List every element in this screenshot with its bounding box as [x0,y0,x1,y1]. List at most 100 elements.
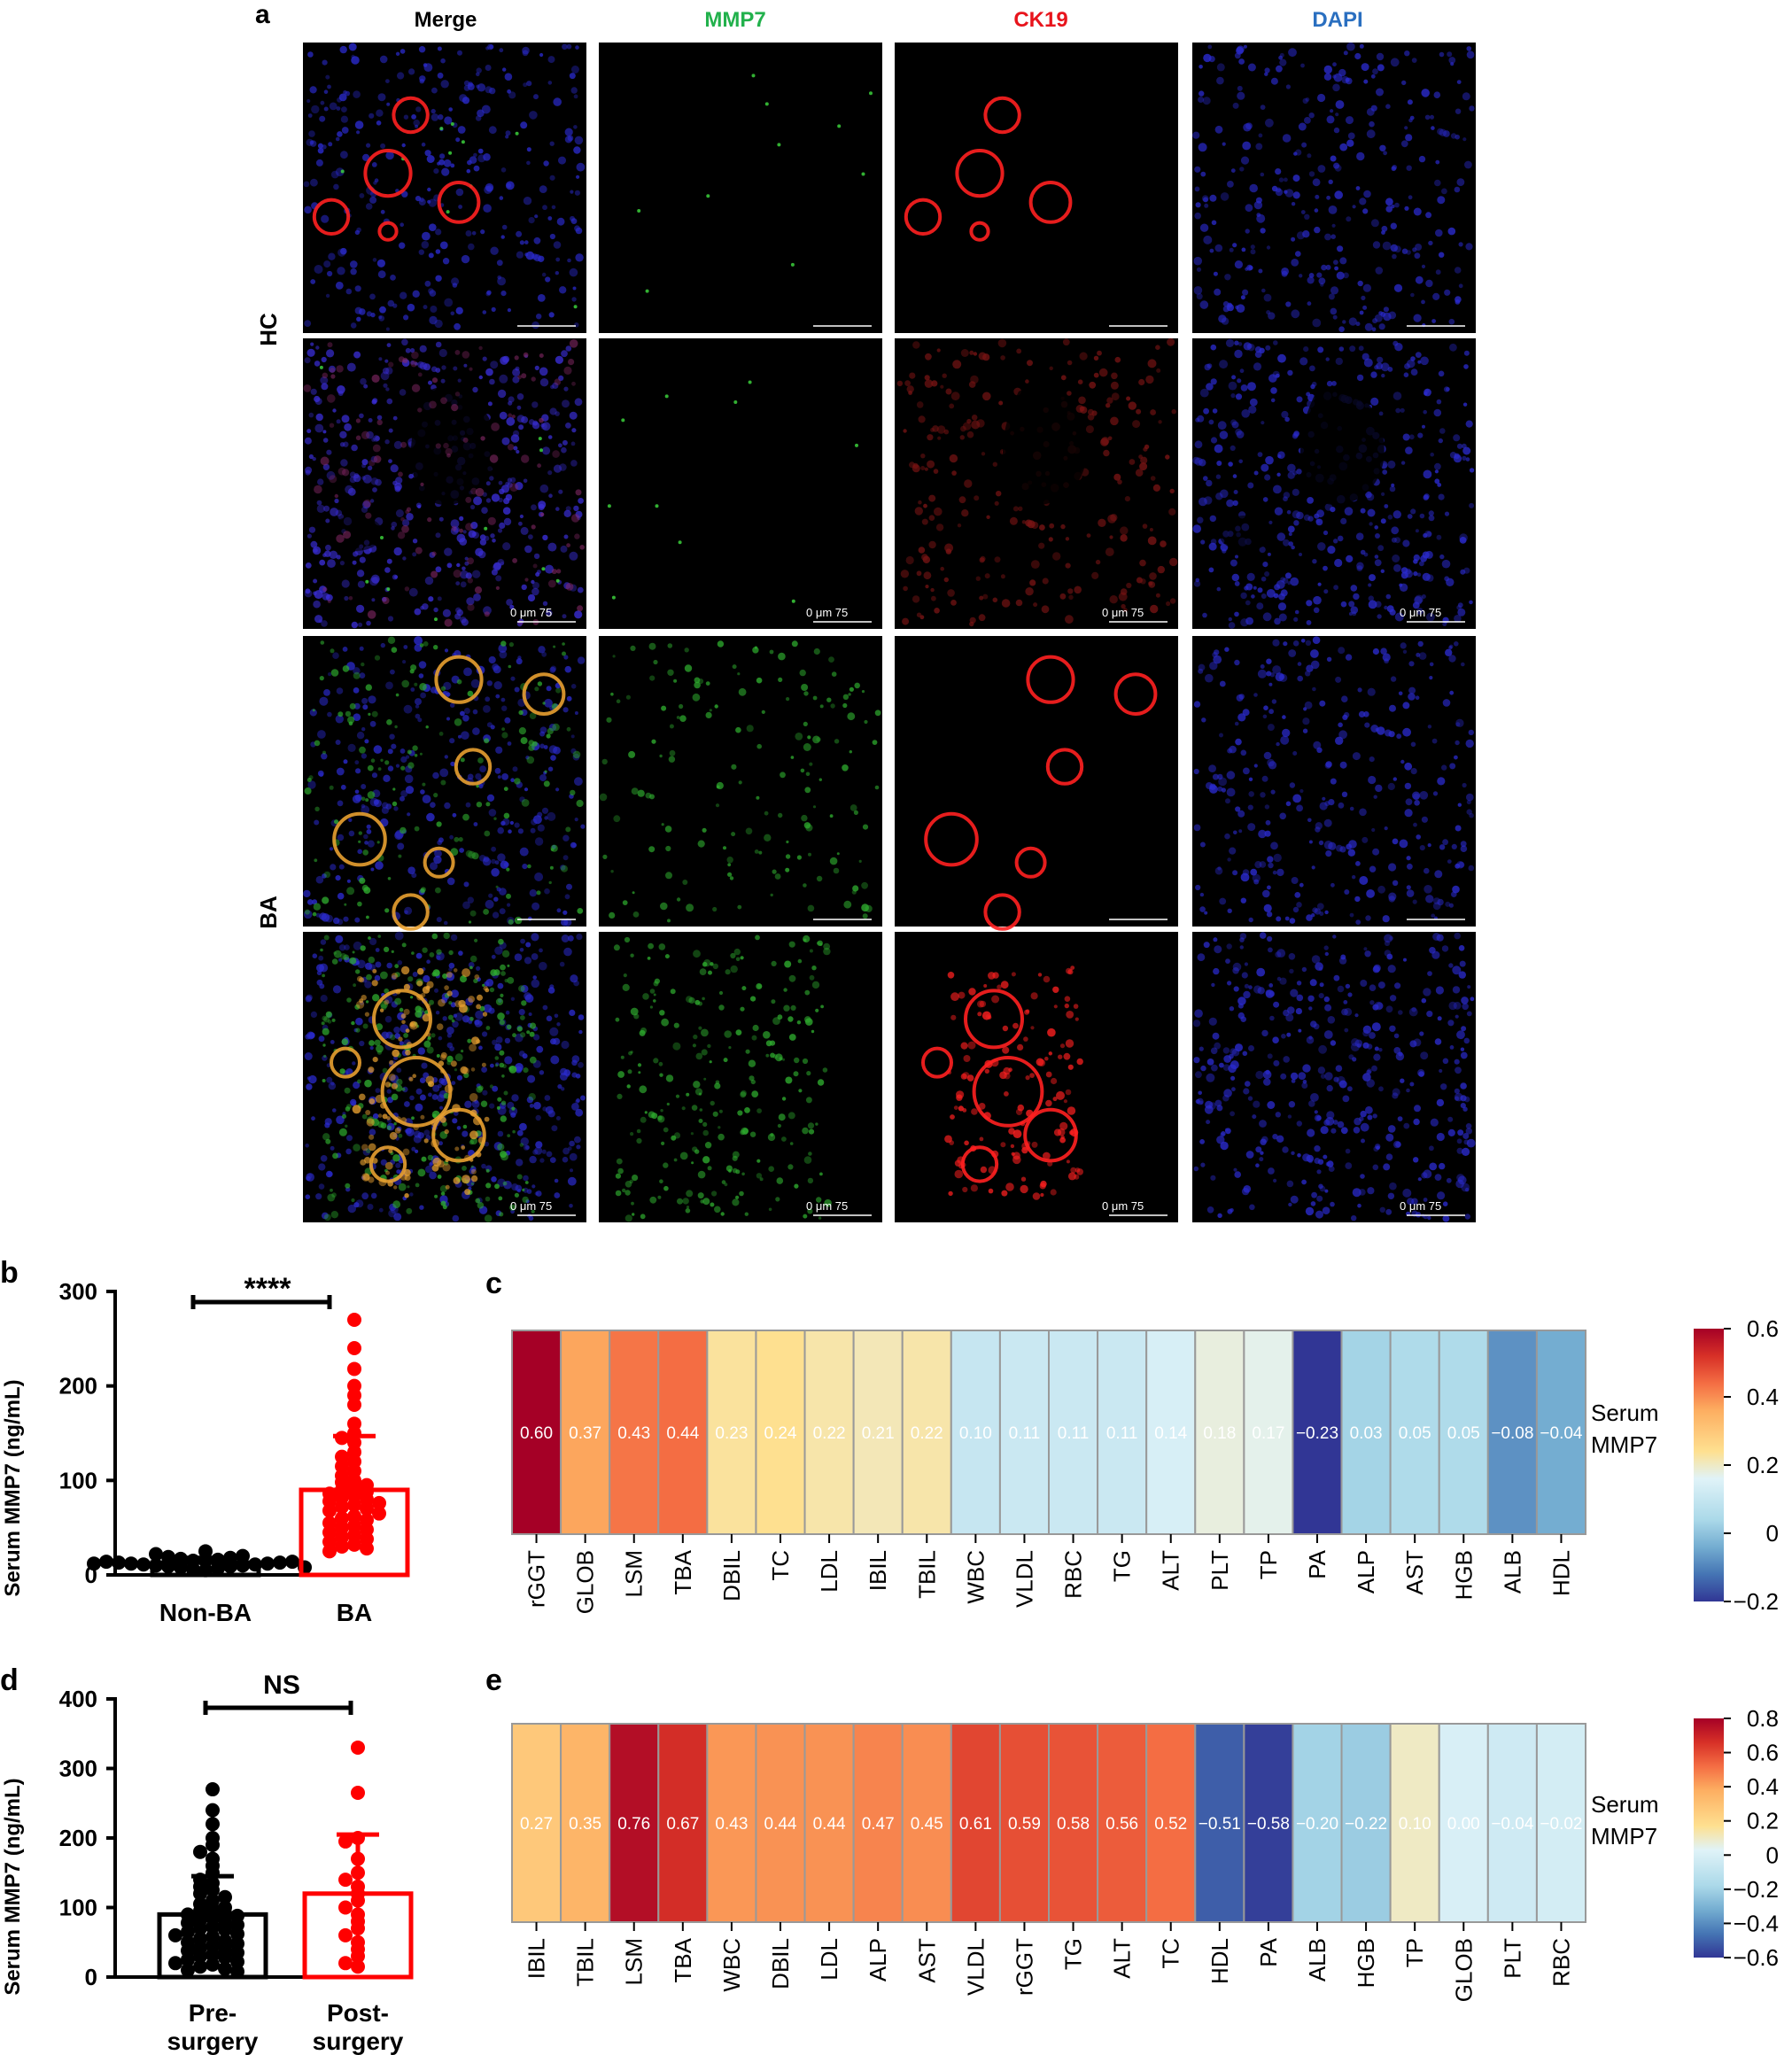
panel-c-cell-value: 0.03 [1350,1424,1383,1443]
panel-b-data-point [174,1551,188,1566]
panel-d-data-point [351,1893,365,1908]
scale-bar: 0 μm 75 [806,606,872,623]
panel-b-series-0 [87,1544,312,1578]
panel-d-data-point [206,1782,220,1797]
panel-d-xtick-pre-line2: surgery [167,2028,259,2055]
panel-d-xtick-post-line2: surgery [313,2028,404,2055]
channel-header-dapi: DAPI [1312,8,1362,32]
panel-d-data-point [338,1873,353,1888]
panel-c-xtick-label: PLT [1206,1550,1233,1591]
micrograph-ba-1-merge [303,636,586,931]
scale-bar: 0 μm 75 [1400,1199,1465,1216]
panel-e-xtick-label: HDL [1206,1938,1233,1984]
panel-b-ytick-label: 300 [59,1278,97,1305]
panel-c-xtick-label: ALT [1158,1550,1184,1591]
panel-d-data-point [193,1844,207,1859]
panel-c-cell [998,1330,1050,1535]
panel-b-series-1 [299,1313,410,1578]
panel-c-cell-value: 0.10 [959,1424,992,1443]
panel-e-xtick-label: AST [913,1938,940,1983]
panel-b-label: b [0,1256,19,1290]
panel-e-xtick-label: GLOB [1450,1938,1477,2002]
panel-e-xtick-label: ALP [865,1938,891,1981]
panel-d-ytick-label: 0 [85,1964,97,1990]
micrograph-hc-1-ck19 [895,43,1178,333]
micrograph-hc-1-merge [303,43,586,333]
panel-b-data-point [347,1498,361,1513]
panel-c-cell-value: 0.11 [1058,1424,1090,1443]
panel-e-cell-value: 0.44 [813,1815,846,1834]
panel-b-data-point [236,1548,250,1563]
panel-e-cell [657,1723,709,1923]
panel-b-data-point [335,1500,349,1515]
panel-d-data-point [351,1949,365,1964]
panel-e-xtick-label: ALB [1304,1938,1330,1981]
panel-d-ytick-label: 300 [59,1756,97,1782]
micrograph-ba-2-mmp7: 0 μm 75 [599,932,882,1222]
panel-c-xtick-label: ALB [1499,1550,1525,1594]
panel-b-data-point [223,1550,237,1565]
panel-e-cell-value: 0.43 [715,1815,748,1834]
panel-c-cell [1292,1330,1343,1535]
panel-c-row-label-line1: Serum [1591,1400,1659,1426]
panel-e-xtick-label: rGGT [1011,1938,1037,1996]
micrograph-ba-1-ck19 [895,636,1178,931]
panel-d-data-point [338,1834,353,1849]
panel-e-xtick-label: LSM [621,1938,648,1985]
panel-c-cell-value: 0.43 [617,1424,650,1443]
panel-e-cell-value: 0.35 [569,1815,601,1834]
panel-d-data-point [206,1837,220,1852]
micrograph-ba-1-dapi [1192,636,1476,927]
panel-c-cell [950,1330,1001,1535]
panel-e-cell [852,1723,904,1923]
panel-e-colorbar-tick: −0.6 [1734,1944,1779,1971]
panel-c-cell [755,1330,806,1535]
panel-e-cell [755,1723,806,1923]
micrograph-grid: 0 μm 75 0 μm 75 0 μm 75 0 μm 75 0 μm 75 0 μm … [303,42,1476,1222]
panel-c-xtick-label: TG [1109,1550,1136,1582]
panel-b-data-point [360,1501,374,1516]
panel-c-cell [1194,1330,1245,1535]
panel-d-series-1 [302,1740,414,1980]
panel-d-data-point [181,1924,195,1939]
micrograph-hc-2-dapi: 0 μm 75 [1192,338,1476,629]
panel-d-data-point [218,1889,232,1904]
panel-a: a Merge MMP7 CK19 DAPI HC BA 0 μm 75 0 μm… [255,0,1476,1222]
panel-e-row-label-line1: Serum [1591,1791,1659,1818]
panel-c-xtick-label: ALP [1353,1550,1379,1594]
panel-b-data-point [198,1544,213,1559]
panel-b-data-point [347,1341,361,1355]
channel-header-merge: Merge [415,8,477,32]
panel-b-data-point [360,1541,374,1556]
panel-b-xtick-ba: BA [337,1599,372,1626]
micrograph-hc-2-mmp7: 0 μm 75 [599,338,882,629]
scale-bar-label: 0 μm 75 [1400,606,1441,619]
panel-c-xtick-label: WBC [962,1550,989,1604]
panel-c-cell [852,1330,904,1535]
panel-e-cell-value: −0.20 [1296,1815,1338,1834]
panel-b-data-point [322,1544,337,1559]
panel-e-cell-value: 0.47 [862,1815,895,1834]
panel-e-xtick-label: TBIL [572,1938,599,1987]
panel-d-ytick-label: 200 [59,1825,97,1851]
channel-header-ck19: CK19 [1013,8,1067,32]
panel-b-data-point [248,1557,262,1572]
panel-e-cell [609,1723,660,1923]
panel-c-xtick-label: RBC [1060,1550,1087,1599]
panel-d-xtick-pre-line1: Pre- [189,1999,237,2027]
panel-b-data-point [136,1557,151,1572]
panel-b-ytick-label: 200 [59,1373,97,1400]
panel-c-cell-value: 0.60 [520,1424,553,1443]
panel-d-data-point [351,1921,365,1936]
panel-e-cell-value: 0.61 [959,1815,992,1834]
scale-bar-label: 0 μm 75 [1102,606,1144,619]
panel-d-significance: NS [263,1671,300,1700]
panel-b-ytick-label: 100 [59,1467,97,1493]
panel-d-data-point [338,1956,353,1971]
panel-e-cell-value: 0.59 [1008,1815,1041,1834]
panel-b-data-point [372,1506,386,1521]
panel-c-colorbar-tick: 0.6 [1747,1315,1779,1342]
scale-bar: 0 μm 75 [510,606,576,623]
